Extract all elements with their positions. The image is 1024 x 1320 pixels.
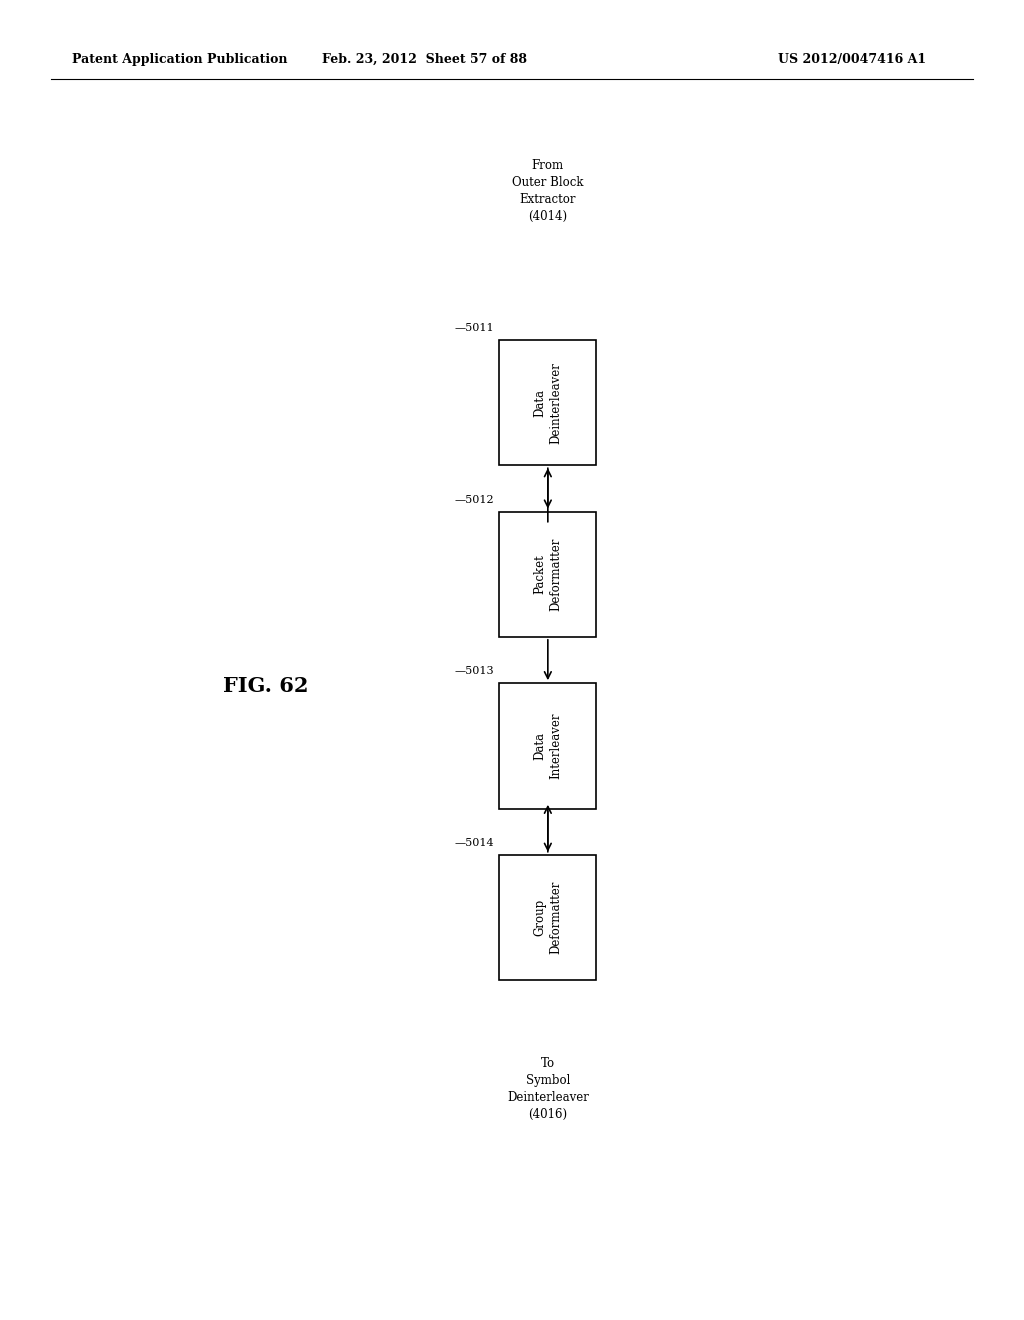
Text: Patent Application Publication: Patent Application Publication bbox=[72, 53, 287, 66]
Text: From
Outer Block
Extractor
(4014): From Outer Block Extractor (4014) bbox=[512, 160, 584, 223]
Text: US 2012/0047416 A1: US 2012/0047416 A1 bbox=[778, 53, 927, 66]
Text: Data
Interleaver: Data Interleaver bbox=[534, 713, 562, 779]
Text: —5012: —5012 bbox=[455, 495, 495, 506]
Text: To
Symbol
Deinterleaver
(4016): To Symbol Deinterleaver (4016) bbox=[507, 1057, 589, 1121]
Text: Packet
Deformatter: Packet Deformatter bbox=[534, 537, 562, 611]
Text: Group
Deformatter: Group Deformatter bbox=[534, 880, 562, 954]
Text: FIG. 62: FIG. 62 bbox=[223, 676, 309, 697]
Text: Feb. 23, 2012  Sheet 57 of 88: Feb. 23, 2012 Sheet 57 of 88 bbox=[323, 53, 527, 66]
Bar bbox=[500, 341, 596, 466]
Bar bbox=[500, 682, 596, 808]
Bar bbox=[500, 855, 596, 979]
Text: —5011: —5011 bbox=[455, 323, 495, 334]
Bar bbox=[500, 512, 596, 638]
Text: Data
Deinterleaver: Data Deinterleaver bbox=[534, 362, 562, 444]
Text: —5013: —5013 bbox=[455, 667, 495, 676]
Text: —5014: —5014 bbox=[455, 838, 495, 849]
